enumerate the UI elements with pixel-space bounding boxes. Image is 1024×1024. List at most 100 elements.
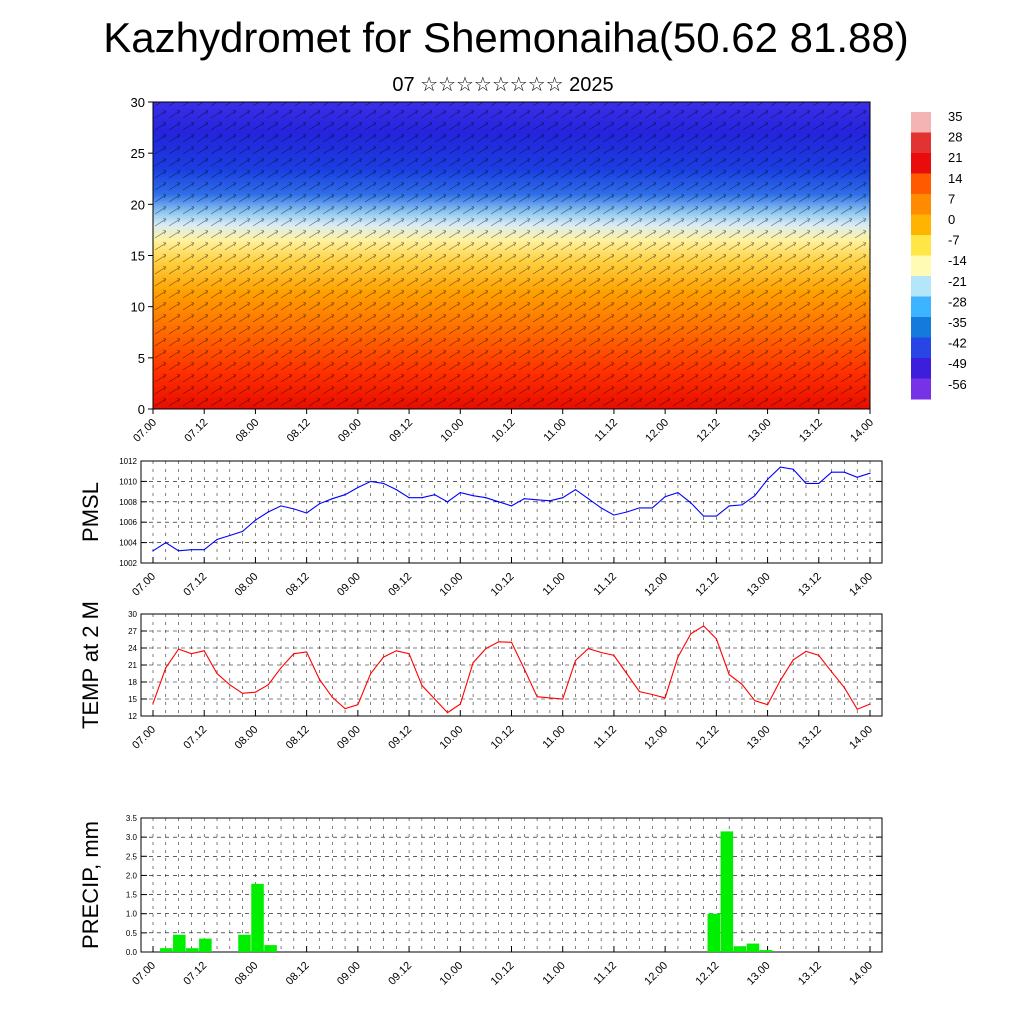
x-tick-label: 13.00 [746, 417, 774, 445]
x-tick-label: 10.12 [489, 724, 517, 752]
x-tick-label: 10.12 [489, 960, 517, 988]
x-tick-label: 11.12 [592, 571, 619, 598]
x-tick-label: 08.12 [284, 571, 312, 599]
temp-panel: 12 15 18 21 24 27 30 07.00 07.12 08.00 08.12 09.00 0… [78, 601, 883, 752]
colorbar-swatch [911, 112, 931, 133]
data-point [587, 498, 589, 500]
colorbar-swatch [911, 235, 931, 256]
data-point [536, 696, 538, 698]
data-point [638, 691, 641, 693]
data-point [715, 515, 717, 517]
x-tick-label: 08.12 [284, 960, 312, 988]
data-point [446, 712, 449, 714]
data-point [242, 692, 244, 694]
y-tick-label: 21 [128, 661, 137, 670]
y-axis-label: PMSL [78, 482, 103, 542]
data-point [613, 654, 615, 656]
data-point [459, 703, 461, 705]
data-point [203, 650, 205, 652]
x-tick-label: 09.00 [335, 960, 363, 988]
x-tick-label: 07.00 [130, 571, 158, 599]
precip-bar [251, 883, 264, 952]
y-axis-label: PRECIP, mm [78, 821, 103, 949]
data-point [459, 492, 461, 494]
data-point [254, 691, 257, 693]
data-point [306, 512, 308, 514]
x-tick-label: 14.00 [847, 960, 875, 988]
x-tick-label: 12.00 [642, 960, 670, 988]
y-tick-label: 30 [128, 610, 137, 619]
x-tick-label: 14.00 [847, 571, 875, 599]
data-point [434, 494, 436, 496]
y-tick-label: 1010 [119, 477, 137, 486]
data-point [280, 505, 282, 507]
data-point [702, 515, 705, 517]
colorbar-swatch [911, 194, 931, 215]
y-tick-label: 2.5 [126, 852, 138, 861]
x-tick-label: 09.00 [336, 417, 364, 445]
data-point [600, 507, 602, 509]
x-tick-label: 12.12 [694, 724, 722, 752]
data-point [357, 704, 359, 706]
x-tick-label: 08.12 [285, 417, 313, 445]
data-point [830, 471, 833, 473]
x-tick-label: 13.00 [745, 724, 773, 752]
data-point [664, 496, 666, 498]
data-point [152, 550, 154, 552]
data-point [421, 684, 423, 687]
x-tick-label: 12.12 [694, 571, 722, 599]
data-point [574, 659, 577, 662]
y-tick-label: 2.0 [126, 871, 138, 880]
data-point [779, 679, 781, 681]
data-point [754, 700, 756, 702]
colorbar-label: -7 [948, 233, 960, 248]
data-point [510, 641, 513, 643]
chart-subtitle: 07 ☆☆☆☆☆☆☆☆ 2025 [392, 74, 614, 96]
x-tick-label: 09.12 [386, 571, 414, 599]
data-point [306, 651, 308, 653]
colorbar-label: 35 [948, 109, 962, 124]
y-tick-label: 25 [131, 146, 145, 161]
colorbar-label: -56 [948, 377, 967, 392]
data-point [677, 492, 679, 494]
data-point [869, 472, 871, 474]
x-tick-label: 10.00 [437, 960, 465, 988]
data-point [741, 504, 743, 506]
data-point [869, 703, 871, 705]
data-point [562, 497, 564, 499]
chart-title: Kazhydromet for Shemonaiha(50.62 81.88) [103, 14, 909, 61]
data-point [485, 647, 487, 650]
data-point [856, 476, 858, 478]
y-tick-label: 0.0 [126, 948, 138, 957]
x-tick-label: 07.00 [131, 417, 159, 445]
x-tick-label: 11.12 [592, 960, 619, 987]
x-tick-label: 07.12 [182, 417, 210, 445]
data-point [421, 497, 423, 499]
y-tick-label: 1012 [119, 457, 137, 466]
data-point [523, 668, 525, 670]
data-point [766, 704, 769, 706]
data-point [702, 625, 705, 627]
wind-field [153, 102, 870, 409]
data-point [843, 687, 845, 689]
y-tick-label: 30 [131, 95, 145, 110]
x-tick-label: 12.12 [694, 960, 722, 988]
x-tick-label: 11.00 [540, 724, 567, 751]
precip-bar [264, 945, 277, 952]
y-tick-label: 1006 [119, 518, 137, 527]
colorbar-label: 28 [948, 130, 962, 145]
data-point [267, 684, 269, 686]
x-tick-label: 09.12 [386, 724, 414, 752]
data-point [651, 507, 653, 509]
data-point [178, 550, 180, 552]
data-point [152, 702, 154, 705]
x-tick-label: 08.00 [233, 960, 261, 988]
precip-bar [746, 943, 760, 952]
data-point [792, 468, 794, 470]
colorbar-label: -49 [948, 356, 967, 371]
colorbar-label: 0 [948, 212, 955, 227]
colorbar-label: 21 [948, 150, 962, 165]
data-point [549, 697, 551, 699]
data-point [728, 674, 730, 676]
data-point [382, 656, 385, 658]
